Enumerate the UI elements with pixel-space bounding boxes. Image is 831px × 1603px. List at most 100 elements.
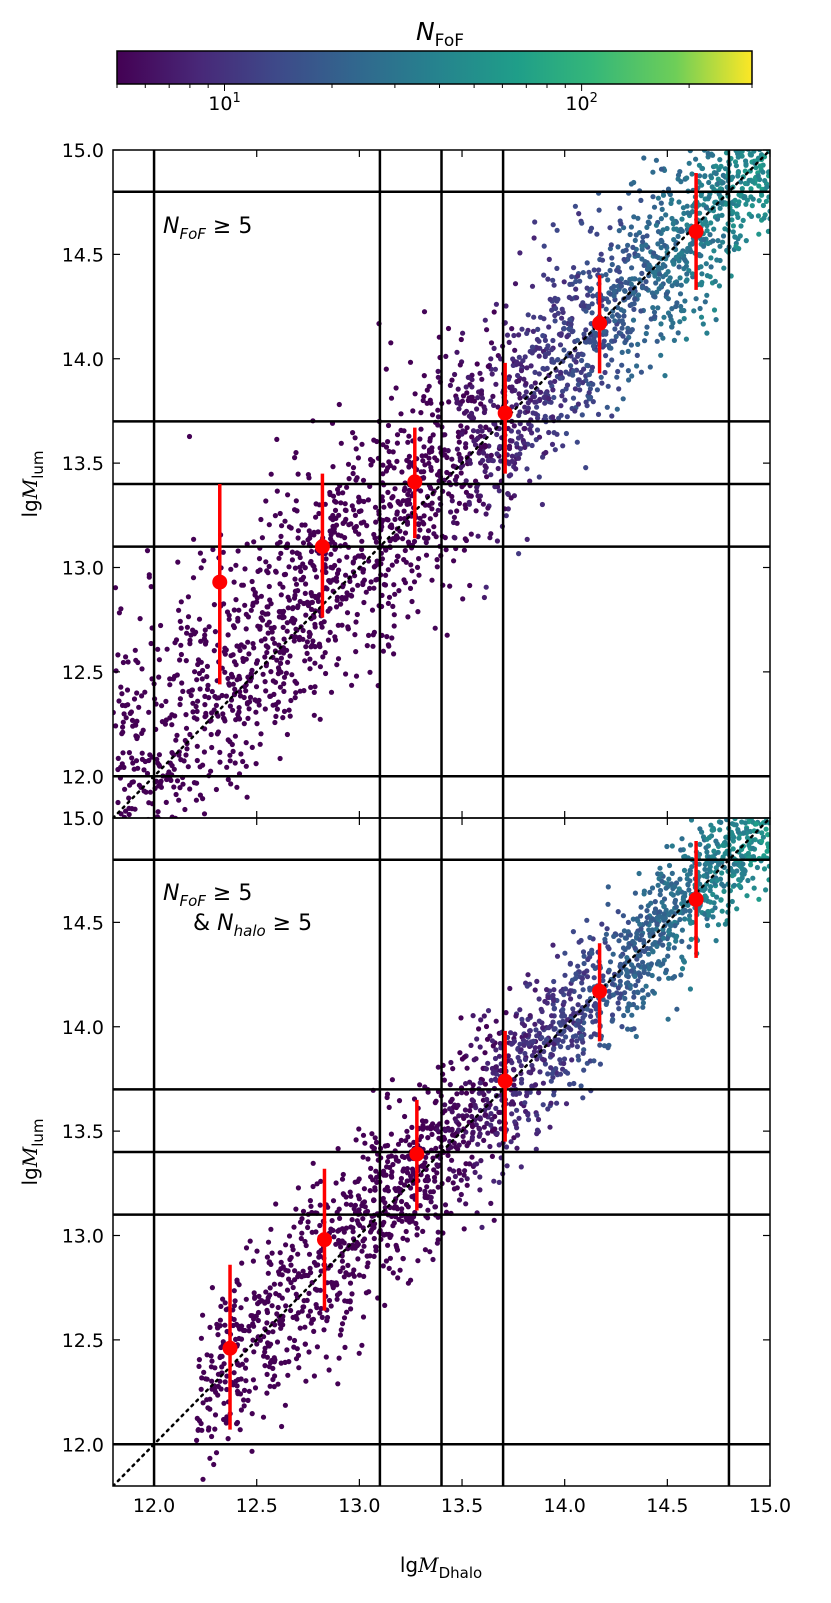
scatter-point: [475, 493, 481, 499]
scatter-point: [603, 1001, 609, 1008]
scatter-point: [535, 326, 541, 332]
scatter-point: [277, 510, 283, 517]
scatter-point: [700, 321, 706, 327]
scatter-point: [701, 873, 707, 879]
scatter-point: [202, 627, 208, 633]
scatter-point: [677, 291, 684, 297]
scatter-point: [581, 303, 587, 309]
scatter-point: [404, 501, 410, 507]
scatter-point: [536, 434, 543, 440]
scatter-point: [125, 870, 130, 875]
scatter-point: [653, 280, 659, 286]
scatter-point: [465, 374, 471, 380]
scatter-point: [132, 647, 138, 653]
scatter-point: [631, 1026, 637, 1032]
scatter-point: [434, 1127, 440, 1133]
scatter-point: [640, 987, 646, 993]
scatter-point: [200, 667, 206, 674]
scatter-point: [178, 642, 184, 648]
scatter-point: [738, 223, 744, 229]
scatter-point: [195, 1427, 201, 1433]
scatter-point: [385, 1242, 391, 1248]
scatter-point: [755, 130, 760, 135]
scatter-point: [444, 1119, 450, 1125]
scatter-point: [517, 1041, 523, 1047]
scatter-point: [194, 708, 200, 715]
scatter-point: [381, 1172, 387, 1178]
scatter-point: [425, 535, 431, 541]
scatter-point: [451, 514, 457, 521]
scatter-point: [141, 788, 147, 794]
scatter-point: [254, 1248, 260, 1254]
scatter-point: [681, 210, 687, 216]
scatter-point: [332, 637, 339, 643]
scatter-point: [475, 395, 481, 401]
scatter-point: [580, 1026, 586, 1033]
scatter-point: [492, 1113, 498, 1120]
scatter-point: [324, 1314, 331, 1321]
scatter-point: [761, 779, 766, 784]
scatter-point: [604, 404, 610, 410]
scatter-point: [417, 527, 423, 533]
scatter-point: [679, 836, 685, 842]
scatter-point: [557, 375, 563, 381]
scatter-point: [299, 1216, 305, 1222]
scatter-point: [353, 446, 359, 452]
annotation-bottom-line-2: & Nhalo ≥ 5: [193, 911, 312, 940]
scatter-point: [227, 703, 233, 709]
scatter-point: [444, 632, 450, 638]
scatter-point: [523, 380, 529, 387]
scatter-point: [380, 1263, 386, 1269]
scatter-point: [383, 1231, 390, 1237]
scatter-point: [230, 652, 236, 658]
scatter-point: [402, 547, 408, 554]
scatter-point: [203, 710, 209, 716]
scatter-point: [475, 533, 481, 539]
scatter-point: [661, 903, 667, 910]
scatter-point: [477, 1131, 483, 1137]
scatter-point: [241, 1387, 248, 1393]
scatter-point: [194, 743, 200, 749]
scatter-point: [341, 1315, 348, 1321]
scatter-point: [313, 514, 319, 520]
scatter-point: [706, 834, 713, 841]
scatter-point: [528, 363, 534, 369]
y-tick-label: 14.5: [62, 912, 104, 934]
scatter-point: [238, 1407, 244, 1413]
scatter-point: [144, 770, 151, 777]
scatter-point: [430, 432, 436, 438]
scatter-point: [334, 1292, 341, 1298]
scatter-point: [461, 1172, 467, 1178]
scatter-point: [350, 465, 357, 471]
scatter-point: [447, 1166, 453, 1172]
scatter-point: [258, 516, 264, 523]
scatter-point: [338, 500, 344, 506]
scatter-point: [480, 501, 486, 507]
scatter-point: [355, 1193, 361, 1199]
scatter-point: [449, 456, 455, 462]
scatter-point: [621, 256, 627, 263]
scatter-point: [360, 477, 367, 483]
scatter-point: [388, 340, 394, 346]
scatter-point: [224, 1386, 230, 1393]
scatter-point: [615, 985, 622, 991]
scatter-point: [374, 1174, 380, 1180]
scatter-point: [561, 325, 567, 332]
scatter-point: [577, 387, 583, 393]
scatter-point: [411, 1139, 417, 1145]
scatter-point: [209, 744, 215, 751]
scatter-point: [274, 436, 280, 442]
scatter-point: [427, 1249, 433, 1255]
scatter-point: [657, 913, 663, 919]
scatter-point: [641, 888, 648, 894]
scatter-point: [243, 740, 249, 746]
scatter-point: [540, 454, 546, 460]
scatter-point: [529, 1053, 536, 1059]
scatter-point: [241, 721, 247, 727]
scatter-point: [380, 1220, 386, 1226]
scatter-point: [543, 390, 549, 397]
scatter-point: [617, 978, 623, 984]
scatter-point: [421, 394, 427, 400]
scatter-point: [452, 1173, 458, 1180]
scatter-point: [669, 283, 675, 289]
